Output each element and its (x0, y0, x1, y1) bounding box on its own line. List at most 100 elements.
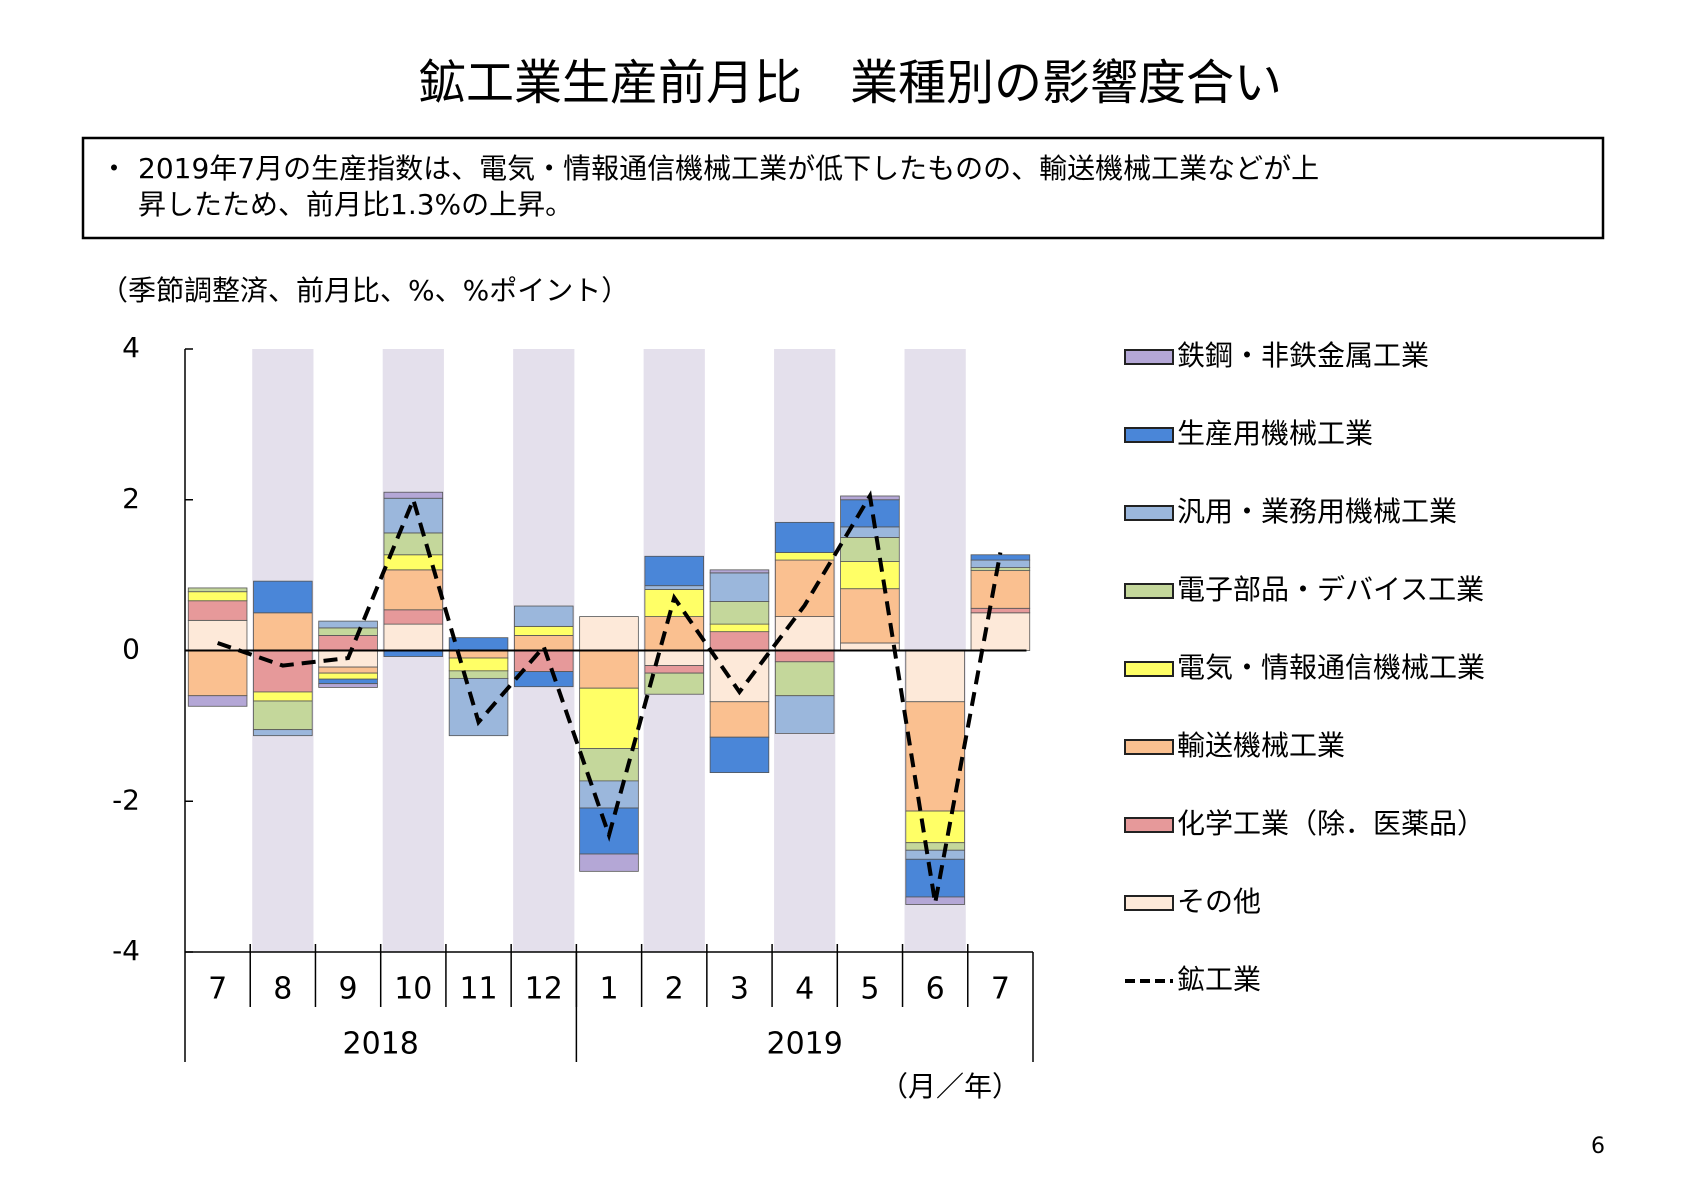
bar-segment (709, 601, 770, 625)
legend-swatch (1124, 583, 1174, 599)
bar-segment (318, 683, 378, 688)
legend-label: 鉱工業 (1177, 963, 1261, 996)
bar-segment (187, 695, 248, 707)
bar-segment (905, 650, 965, 703)
y-tick-label: -2 (112, 783, 140, 816)
bar-segment (187, 591, 248, 602)
y-tick-label: 0 (122, 633, 140, 666)
bar-segment (644, 555, 704, 587)
legend-label: 汎用・業務用機械工業 (1177, 495, 1457, 528)
legend-label: 電子部品・デバイス工業 (1177, 573, 1484, 606)
bar-segment (840, 642, 900, 651)
summary: 昇したため、前月比1.3%の上昇。 (138, 188, 573, 221)
bar-segment (970, 612, 1031, 651)
bar-segment (187, 619, 248, 651)
x-tick-label: 1 (599, 972, 618, 1007)
bar-segment (383, 609, 444, 625)
bar-segment (448, 677, 509, 737)
bar-segment (774, 695, 835, 734)
bar-segment (187, 600, 248, 621)
bar-segment (774, 552, 835, 561)
bar-segment (187, 587, 248, 593)
bar-segment (709, 569, 770, 574)
bar-segment (253, 700, 313, 731)
bar-segment (774, 661, 835, 697)
legend-label: その他 (1177, 885, 1261, 918)
x-tick-label: 4 (795, 972, 814, 1007)
bar-segment (905, 701, 965, 812)
bar-segment (774, 650, 835, 663)
bar-segment (905, 849, 965, 860)
year-label: 2018 (343, 1027, 419, 1062)
x-tick-label: 9 (339, 972, 358, 1007)
bar-segment (709, 572, 770, 602)
bar-segment (579, 853, 639, 872)
bar-segment (905, 842, 965, 851)
bar-segment (318, 666, 378, 674)
legend-swatch (1124, 739, 1174, 755)
bar-segment (253, 612, 313, 651)
legend-label: 電気・情報通信機械工業 (1177, 651, 1485, 684)
bar-segment (644, 585, 704, 590)
x-tick-label: 10 (394, 972, 432, 1007)
bar-segment (187, 650, 248, 697)
bar-segment (709, 623, 770, 633)
legend-swatch (1124, 349, 1174, 365)
legend-swatch (1124, 817, 1174, 833)
bar-segment (970, 554, 1031, 561)
bar-segment (318, 627, 378, 636)
x-tick-label: 12 (525, 972, 563, 1007)
bar-segment (644, 650, 704, 666)
bar-segment (774, 521, 835, 553)
bar-segment (253, 580, 313, 614)
bar-segment (970, 567, 1031, 572)
bar-segment (579, 687, 639, 749)
x-tick-label: 7 (991, 972, 1010, 1007)
bar-segment (514, 605, 574, 627)
x-tick-label: 2 (665, 972, 684, 1007)
bar-segment (840, 537, 900, 562)
legend-label: 生産用機械工業 (1177, 417, 1373, 450)
x-tick-label: 6 (926, 972, 945, 1007)
bar-segment (709, 631, 770, 651)
summary: 2019年7月の生産指数は、電気・情報通信機械工業が低下したものの、輸送機械工業… (138, 152, 1319, 185)
bar-segment (253, 691, 313, 702)
unit-label: （季節調整済、前月比、%、%ポイント） (100, 274, 629, 307)
legend-label: 化学工業（除．医薬品） (1177, 807, 1485, 840)
bar-segment (970, 559, 1031, 568)
x-tick-label: 7 (208, 972, 227, 1007)
bar-segment (644, 616, 704, 651)
bar-segment (840, 588, 900, 644)
bar-segment (318, 635, 378, 651)
legend-swatch (1124, 505, 1174, 521)
bar-segment (774, 616, 835, 651)
bar-segment (448, 670, 509, 679)
legend-label: 輸送機械工業 (1177, 729, 1345, 762)
x-tick-label: 5 (860, 972, 879, 1007)
bar-segment (644, 672, 704, 695)
title: 鉱工業生産前月比 業種別の影響度合い (418, 55, 1282, 111)
x-tick-label: 3 (730, 972, 749, 1007)
bar-segment (448, 657, 509, 672)
bar-segment (709, 736, 770, 774)
legend-swatch (1124, 661, 1174, 677)
page-number: 6 (1591, 1134, 1605, 1159)
bar-segment (383, 623, 444, 651)
bar-segment (318, 678, 378, 685)
bar-segment (709, 701, 770, 738)
bullet: ・ (100, 152, 128, 185)
summary-box (81, 136, 1605, 240)
bar-segment (579, 780, 639, 809)
bar-segment (383, 491, 444, 499)
bar-segment (970, 570, 1031, 609)
line-series (216, 490, 1003, 904)
legend-swatch (1124, 427, 1174, 443)
legend-label: 鉄鋼・非鉄金属工業 (1177, 339, 1429, 372)
x-tick-label: 8 (273, 972, 292, 1007)
bar-segment (514, 625, 574, 636)
bar-segment (514, 671, 574, 688)
bar-segment (905, 810, 965, 844)
